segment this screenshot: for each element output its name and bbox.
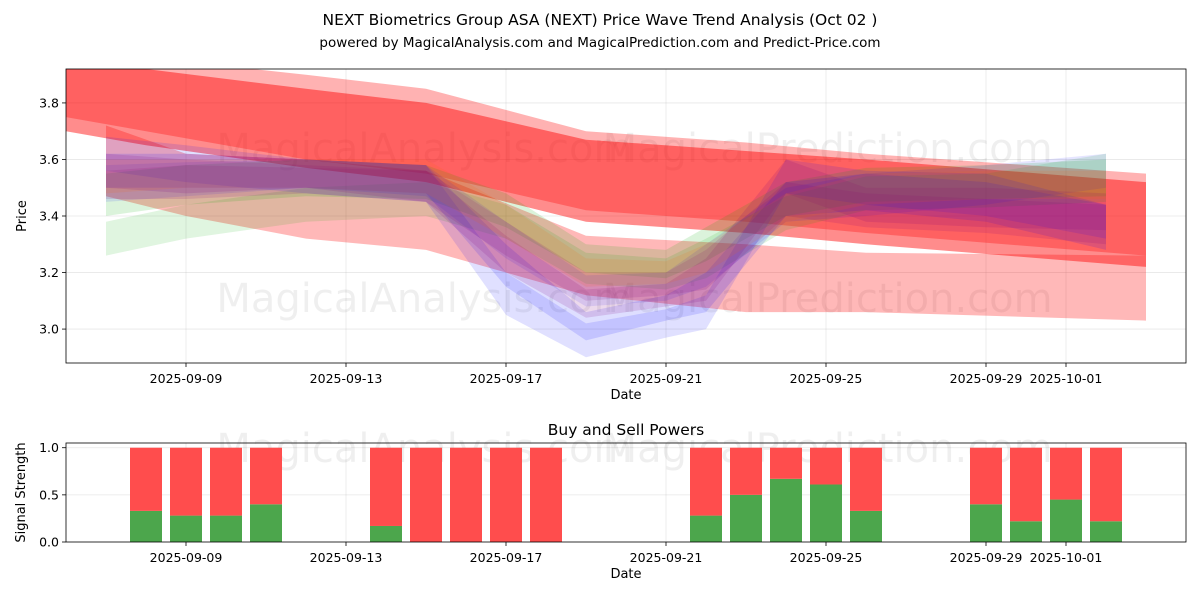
x-tick-label: 2025-10-01 [1030, 371, 1103, 386]
wave-bands [66, 69, 1146, 358]
buy-bar [730, 494, 762, 542]
sell-bar [1010, 447, 1042, 522]
x-tick-label: 2025-09-09 [150, 371, 223, 386]
y-tick-label: 0.5 [39, 487, 59, 502]
x-tick-label: 2025-09-25 [790, 550, 863, 565]
buy-sell-power-plot: MagicalAnalysis.comMagicalPrediction.com… [14, 421, 1187, 582]
x-tick-label: 2025-09-13 [310, 550, 383, 565]
sell-bar [170, 447, 202, 516]
sell-bar [490, 447, 522, 542]
sell-bar [450, 447, 482, 542]
wave-band-1 [66, 69, 1146, 267]
sell-bar [530, 447, 562, 542]
wave-band-5 [106, 159, 1106, 279]
sell-bar [770, 447, 802, 479]
buy-bar [210, 515, 242, 542]
y-axis-label: Price [15, 200, 30, 232]
x-tick-label: 2025-09-17 [470, 371, 543, 386]
sell-bar [370, 447, 402, 526]
watermark-text: MagicalAnalysis.com [216, 126, 632, 172]
sell-bar [970, 447, 1002, 505]
sell-bar [130, 447, 162, 511]
sell-bar [690, 447, 722, 516]
signal-bars [130, 447, 1122, 542]
sell-bar [730, 447, 762, 495]
buy-bar [1010, 521, 1042, 542]
buy-bar [370, 525, 402, 542]
x-tick-label: 2025-09-21 [630, 371, 703, 386]
x-tick-label: 2025-09-29 [950, 371, 1023, 386]
buy-bar [130, 510, 162, 542]
x-tick-label: 2025-09-17 [470, 550, 543, 565]
bottom-chart-title: Buy and Sell Powers [548, 421, 705, 439]
watermark-text: MagicalPrediction.com [603, 126, 1053, 172]
buy-bar [250, 504, 282, 542]
sell-bar [210, 447, 242, 516]
wave-band-9 [106, 153, 1106, 318]
y-tick-label: 3.2 [39, 265, 59, 280]
buy-bar [690, 515, 722, 542]
sell-bar [250, 447, 282, 505]
buy-bar [170, 515, 202, 542]
axes-frame [65, 442, 1187, 543]
wave-band-8 [106, 153, 1106, 307]
sell-bar [850, 447, 882, 511]
wave-band-11 [106, 159, 1106, 287]
sell-bar [410, 447, 442, 542]
price-wave-plot: MagicalAnalysis.comMagicalAnalysis.comMa… [15, 68, 1187, 403]
sell-bar [1050, 447, 1082, 500]
watermark-text: MagicalPrediction.com [603, 276, 1053, 322]
x-axis-label: Date [610, 567, 641, 582]
wave-band-2 [66, 69, 1146, 256]
chart-title: NEXT Biometrics Group ASA (NEXT) Price W… [323, 11, 878, 29]
x-tick-label: 2025-10-01 [1030, 550, 1103, 565]
buy-bar [1090, 521, 1122, 542]
x-tick-label: 2025-09-13 [310, 371, 383, 386]
watermark-text: MagicalAnalysis.com [216, 276, 632, 322]
y-tick-label: 3.8 [39, 95, 59, 110]
buy-bar [1050, 499, 1082, 542]
buy-bar [970, 504, 1002, 542]
x-tick-label: 2025-09-25 [790, 371, 863, 386]
x-tick-label: 2025-09-29 [950, 550, 1023, 565]
buy-bar [850, 510, 882, 542]
wave-band-7 [106, 153, 1106, 341]
buy-bar [810, 484, 842, 542]
y-tick-label: 3.4 [39, 209, 59, 224]
wave-band-6 [106, 136, 1106, 358]
x-tick-label: 2025-09-21 [630, 550, 703, 565]
sell-bar [810, 447, 842, 485]
buy-bar [770, 478, 802, 542]
y-axis-label: Signal Strength [14, 442, 29, 542]
wave-band-10 [106, 165, 1106, 301]
wave-band-3 [106, 125, 1146, 321]
y-tick-label: 1.0 [39, 440, 59, 455]
x-axis-label: Date [610, 388, 641, 403]
x-tick-label: 2025-09-09 [150, 550, 223, 565]
y-tick-label: 0.0 [39, 535, 59, 550]
chart-subtitle: powered by MagicalAnalysis.com and Magic… [319, 35, 880, 51]
sell-bar [1090, 447, 1122, 522]
wave-band-4 [106, 153, 1106, 290]
y-tick-label: 3.0 [39, 322, 59, 337]
y-tick-label: 3.6 [39, 152, 59, 167]
